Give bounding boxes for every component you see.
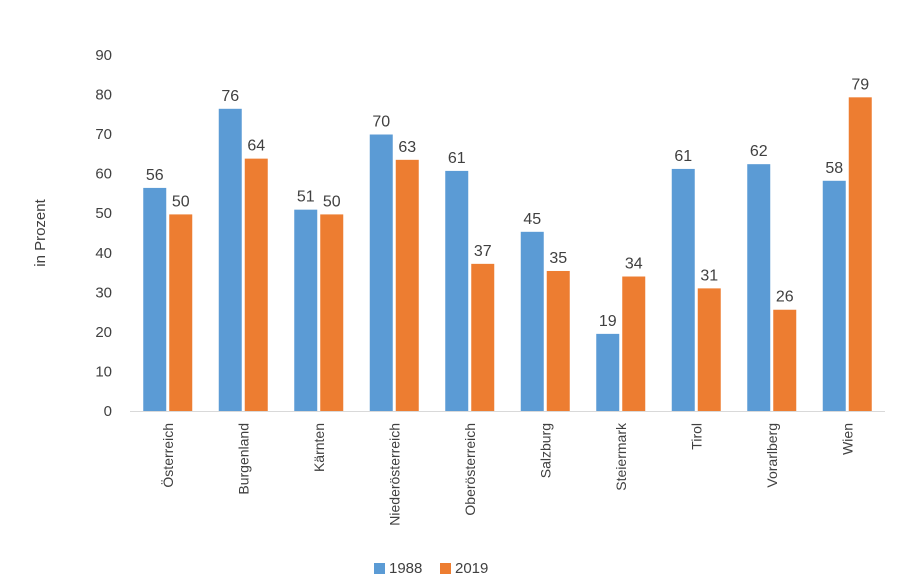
y-tick-label: 60 (95, 166, 112, 183)
bar-1988 (218, 108, 242, 411)
bar-2019 (697, 288, 721, 411)
data-label-1988: 70 (372, 114, 390, 131)
category-label: Burgenland (235, 423, 251, 495)
y-axis-title: in Prozent (32, 198, 49, 266)
data-label-1988: 76 (221, 88, 239, 105)
data-label-2019: 37 (474, 243, 492, 260)
category-label: Wien (839, 423, 855, 455)
bar-2019 (395, 159, 419, 411)
y-tick-label: 50 (95, 205, 112, 222)
bar-2019 (471, 263, 495, 411)
bar-1988 (596, 333, 620, 411)
category-label: Steiermark (613, 422, 629, 491)
bar-2019 (773, 309, 797, 411)
data-label-2019: 34 (625, 256, 643, 273)
data-label-2019: 63 (398, 139, 416, 156)
y-tick-label: 0 (104, 403, 112, 420)
data-label-1988: 56 (146, 167, 164, 184)
bar-1988 (747, 164, 771, 411)
bar-1988 (294, 209, 318, 411)
data-label-1988: 61 (674, 148, 692, 165)
y-tick-label: 40 (95, 245, 112, 262)
bar-1988 (671, 168, 695, 411)
bar-2019 (546, 270, 570, 411)
y-axis-ticks: 0 10 20 30 40 50 60 70 80 90 (95, 47, 112, 420)
data-label-group: 56 50 76 64 51 50 70 63 61 37 45 35 19 34 61 31 62 26 58 79 (146, 76, 869, 330)
bar-1988 (143, 187, 167, 411)
data-label-1988: 61 (448, 150, 466, 167)
data-label-1988: 45 (523, 211, 541, 228)
category-label: Vorarlberg (764, 423, 780, 488)
bar-2019 (169, 214, 193, 411)
y-tick-label: 80 (95, 87, 112, 104)
category-label: Tirol (688, 423, 704, 450)
data-label-1988: 19 (599, 313, 617, 330)
legend-swatch-2019 (440, 563, 451, 574)
y-tick-label: 90 (95, 47, 112, 64)
legend-swatch-1988 (374, 563, 385, 574)
bar-group (143, 97, 872, 412)
bar-1988 (520, 231, 544, 411)
y-tick-label: 30 (95, 284, 112, 301)
y-tick-label: 20 (95, 324, 112, 341)
data-label-2019: 31 (700, 267, 718, 284)
data-label-2019: 79 (851, 76, 869, 93)
data-label-1988: 62 (750, 143, 768, 160)
category-labels: Österreich Burgenland Kärnten Niederösterre… (159, 422, 856, 526)
category-label: Oberösterreich (462, 423, 478, 516)
category-label: Niederösterreich (386, 423, 402, 526)
data-label-2019: 64 (247, 138, 265, 155)
y-tick-label: 10 (95, 363, 112, 380)
category-label: Kärnten (311, 423, 327, 472)
category-label: Österreich (159, 423, 176, 488)
bar-1988 (369, 134, 393, 412)
bar-2019 (244, 158, 268, 411)
data-label-1988: 51 (297, 189, 315, 206)
data-label-2019: 26 (776, 289, 794, 306)
legend-label-2019: 2019 (455, 560, 488, 577)
data-label-2019: 35 (549, 250, 567, 267)
data-label-2019: 50 (323, 193, 341, 210)
bar-2019 (848, 97, 872, 411)
legend: 1988 2019 (374, 560, 488, 577)
bar-1988 (822, 180, 846, 411)
data-label-2019: 50 (172, 193, 190, 210)
bar-1988 (445, 170, 469, 411)
category-label: Salzburg (537, 423, 553, 478)
legend-label-1988: 1988 (389, 560, 422, 577)
bar-2019 (622, 276, 646, 411)
data-label-1988: 58 (825, 160, 843, 177)
y-tick-label: 70 (95, 126, 112, 143)
bar-2019 (320, 214, 344, 411)
